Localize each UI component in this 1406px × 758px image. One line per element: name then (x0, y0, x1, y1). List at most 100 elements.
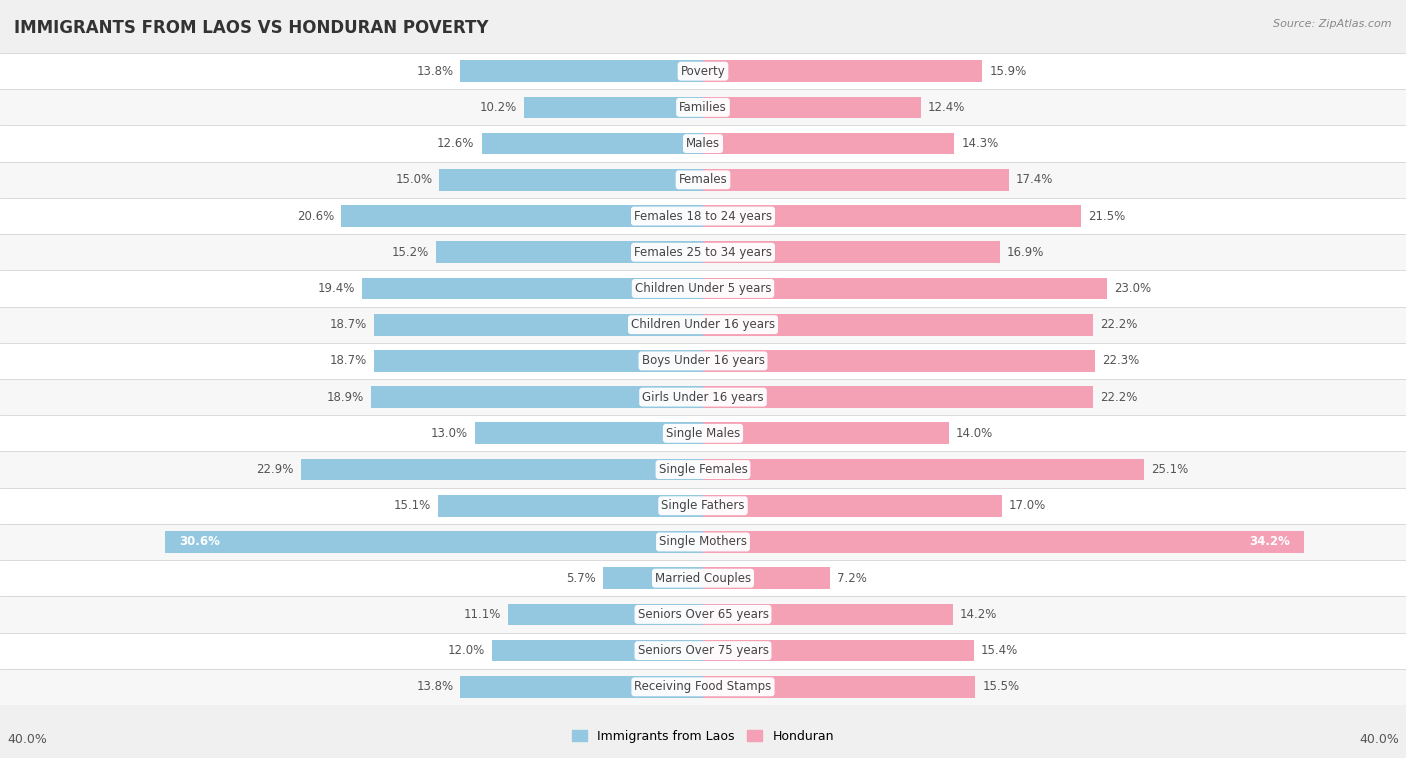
Bar (0, 161, 1406, 198)
Bar (363, 277, 703, 299)
Bar (703, 205, 1081, 227)
Text: 25.1%: 25.1% (1152, 463, 1188, 476)
Bar (374, 314, 703, 336)
Bar (0, 234, 1406, 271)
Bar (492, 640, 703, 662)
Bar (461, 676, 703, 697)
Bar (0, 452, 1406, 487)
Text: Single Males: Single Males (666, 427, 740, 440)
Bar (508, 603, 703, 625)
Text: Females 18 to 24 years: Females 18 to 24 years (634, 209, 772, 223)
Text: 18.7%: 18.7% (330, 318, 367, 331)
Text: 16.9%: 16.9% (1007, 246, 1045, 258)
Text: 17.0%: 17.0% (1010, 500, 1046, 512)
Text: 15.5%: 15.5% (983, 681, 1019, 694)
Bar (437, 495, 703, 517)
Text: 10.2%: 10.2% (479, 101, 517, 114)
Text: Seniors Over 75 years: Seniors Over 75 years (637, 644, 769, 657)
Text: Children Under 16 years: Children Under 16 years (631, 318, 775, 331)
Text: Females: Females (679, 174, 727, 186)
Bar (0, 271, 1406, 306)
Bar (703, 133, 955, 155)
Text: Single Mothers: Single Mothers (659, 535, 747, 549)
Text: 7.2%: 7.2% (837, 572, 866, 584)
Text: 30.6%: 30.6% (180, 535, 221, 549)
Bar (0, 343, 1406, 379)
Text: Poverty: Poverty (681, 64, 725, 77)
Text: IMMIGRANTS FROM LAOS VS HONDURAN POVERTY: IMMIGRANTS FROM LAOS VS HONDURAN POVERTY (14, 19, 488, 37)
Bar (340, 205, 703, 227)
Text: 14.0%: 14.0% (956, 427, 993, 440)
Text: 19.4%: 19.4% (318, 282, 356, 295)
Text: Single Fathers: Single Fathers (661, 500, 745, 512)
Text: Males: Males (686, 137, 720, 150)
Text: Source: ZipAtlas.com: Source: ZipAtlas.com (1274, 19, 1392, 29)
Text: 13.0%: 13.0% (430, 427, 467, 440)
Bar (461, 61, 703, 82)
Bar (703, 96, 921, 118)
Bar (301, 459, 703, 481)
Bar (703, 169, 1010, 191)
Text: 22.2%: 22.2% (1099, 390, 1137, 403)
Bar (0, 524, 1406, 560)
Bar (0, 126, 1406, 161)
Bar (0, 487, 1406, 524)
Bar (165, 531, 703, 553)
Bar (0, 415, 1406, 452)
Text: 23.0%: 23.0% (1114, 282, 1152, 295)
Bar (524, 96, 703, 118)
Text: 15.0%: 15.0% (395, 174, 433, 186)
Bar (703, 277, 1108, 299)
Text: Single Females: Single Females (658, 463, 748, 476)
Text: 13.8%: 13.8% (416, 681, 453, 694)
Bar (0, 89, 1406, 126)
Text: 17.4%: 17.4% (1015, 174, 1053, 186)
Bar (0, 632, 1406, 669)
Text: 15.9%: 15.9% (990, 64, 1026, 77)
Bar (703, 350, 1095, 371)
Text: 12.4%: 12.4% (928, 101, 966, 114)
Text: 15.2%: 15.2% (392, 246, 429, 258)
Text: 18.7%: 18.7% (330, 355, 367, 368)
Text: Married Couples: Married Couples (655, 572, 751, 584)
Bar (371, 387, 703, 408)
Text: 34.2%: 34.2% (1249, 535, 1291, 549)
Bar (0, 379, 1406, 415)
Text: 20.6%: 20.6% (297, 209, 335, 223)
Bar (703, 459, 1144, 481)
Text: 14.2%: 14.2% (960, 608, 997, 621)
Text: 18.9%: 18.9% (326, 390, 364, 403)
Bar (703, 241, 1000, 263)
Text: Families: Families (679, 101, 727, 114)
Text: Girls Under 16 years: Girls Under 16 years (643, 390, 763, 403)
Text: 40.0%: 40.0% (1360, 732, 1399, 746)
Text: Children Under 5 years: Children Under 5 years (634, 282, 772, 295)
Bar (703, 640, 973, 662)
Bar (439, 169, 703, 191)
Text: 15.1%: 15.1% (394, 500, 430, 512)
Bar (703, 314, 1094, 336)
Bar (703, 603, 953, 625)
Bar (0, 53, 1406, 89)
Bar (0, 669, 1406, 705)
Bar (0, 306, 1406, 343)
Text: 40.0%: 40.0% (7, 732, 46, 746)
Bar (703, 676, 976, 697)
Bar (0, 560, 1406, 597)
Bar (603, 567, 703, 589)
Text: 21.5%: 21.5% (1088, 209, 1125, 223)
Bar (703, 422, 949, 444)
Bar (703, 567, 830, 589)
Text: Seniors Over 65 years: Seniors Over 65 years (637, 608, 769, 621)
Text: 11.1%: 11.1% (464, 608, 501, 621)
Text: 22.9%: 22.9% (256, 463, 294, 476)
Legend: Immigrants from Laos, Honduran: Immigrants from Laos, Honduran (567, 725, 839, 748)
Bar (703, 387, 1094, 408)
Text: Boys Under 16 years: Boys Under 16 years (641, 355, 765, 368)
Bar (374, 350, 703, 371)
Text: Females 25 to 34 years: Females 25 to 34 years (634, 246, 772, 258)
Text: 12.0%: 12.0% (449, 644, 485, 657)
Text: 15.4%: 15.4% (981, 644, 1018, 657)
Text: 5.7%: 5.7% (567, 572, 596, 584)
Text: 14.3%: 14.3% (962, 137, 998, 150)
